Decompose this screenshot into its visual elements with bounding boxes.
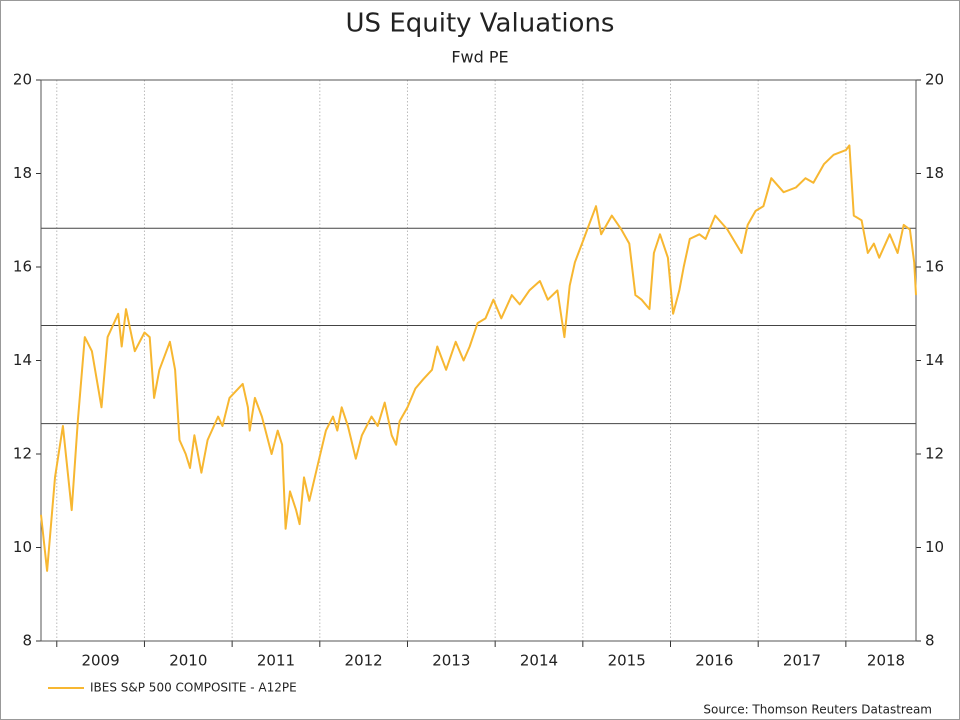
- source: Source: Thomson Reuters Datastream: [703, 703, 932, 717]
- y2-tick-label: 14: [925, 351, 944, 369]
- x-tick-label: 2016: [695, 652, 733, 670]
- y2-tick-label: 20: [925, 71, 944, 89]
- chart-subtitle: Fwd PE: [451, 48, 508, 67]
- y2-tick-label: 18: [925, 164, 944, 182]
- x-tick-label: 2017: [783, 652, 821, 670]
- y-tick-label: 8: [22, 632, 32, 650]
- y-tick-label: 10: [13, 538, 32, 556]
- y2-tick-label: 16: [925, 258, 944, 276]
- y2-tick-label: 8: [925, 632, 935, 650]
- plot-frame: [40, 79, 917, 642]
- series-line: [40, 144, 917, 572]
- y-tick-label: 18: [13, 164, 32, 182]
- y-tick-label: 16: [13, 258, 32, 276]
- y-tick-label: 14: [13, 351, 32, 369]
- y2-tick-label: 10: [925, 538, 944, 556]
- x-tick-label: 2013: [432, 652, 470, 670]
- legend-label: IBES S&P 500 COMPOSITE - A12PE: [90, 681, 297, 695]
- y-tick-label: 20: [13, 71, 32, 89]
- x-tick-label: 2010: [169, 652, 207, 670]
- chart-title: US Equity Valuations: [346, 9, 615, 39]
- x-tick-label: 2015: [608, 652, 646, 670]
- x-tick-label: 2011: [257, 652, 295, 670]
- y2-tick-label: 12: [925, 445, 944, 463]
- x-tick-label: 2014: [520, 652, 558, 670]
- x-tick-label: 2009: [82, 652, 120, 670]
- y-tick-label: 12: [13, 445, 32, 463]
- x-tick-label: 2018: [867, 652, 905, 670]
- x-tick-label: 2012: [345, 652, 383, 670]
